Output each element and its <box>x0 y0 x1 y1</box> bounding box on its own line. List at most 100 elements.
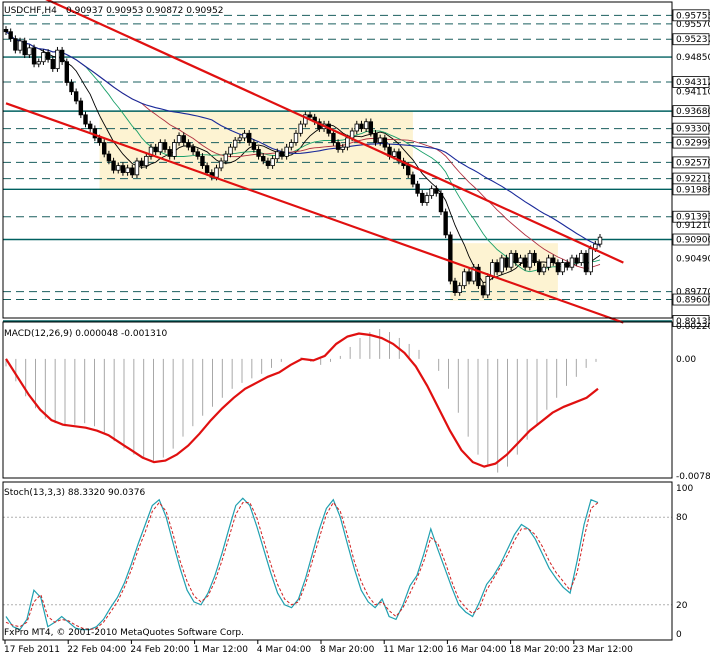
candle-body-49 <box>232 139 238 148</box>
price-tick-14: 0.90900 <box>676 236 710 246</box>
candle-body-91 <box>429 188 434 197</box>
candle-body-65 <box>307 114 313 118</box>
candle-body-51 <box>242 132 247 139</box>
candle-body-99 <box>466 271 472 282</box>
price-panel-frame <box>2 1 673 319</box>
candle-body-35 <box>167 149 172 157</box>
price-label-box-18 <box>672 315 710 327</box>
candle-body-96 <box>452 280 458 294</box>
price-label-box-8 <box>672 136 710 149</box>
stoch-tick-0: 100 <box>676 484 693 494</box>
candle-body-8 <box>41 52 46 63</box>
price-tick-5: 0.94110 <box>676 87 710 97</box>
macd-tick-0: 0.002207 <box>676 322 710 332</box>
candle-body-87 <box>410 174 416 185</box>
ma-green <box>5 31 601 273</box>
candle-body-112 <box>527 252 533 268</box>
candle-body-90 <box>424 195 430 203</box>
candle-body-81 <box>382 137 388 148</box>
candle-body-75 <box>354 123 359 132</box>
ma-red <box>5 31 601 270</box>
time-tick-9: 23 Mar 12:00 <box>573 645 633 655</box>
candle-body-33 <box>158 142 163 153</box>
candle-body-10 <box>50 59 55 70</box>
candle-body-109 <box>513 252 519 263</box>
candle-body-93 <box>438 192 444 213</box>
candle-body-38 <box>181 135 186 143</box>
macd-panel <box>5 328 599 473</box>
candle-body-117 <box>551 257 556 263</box>
candle-body-121 <box>569 257 575 268</box>
candle-body-97 <box>457 285 462 294</box>
candle-body-110 <box>518 257 523 263</box>
candle-body-18 <box>87 123 93 130</box>
candle-body-42 <box>200 155 205 167</box>
candle-body-74 <box>349 130 355 139</box>
candle-body-50 <box>237 137 243 141</box>
candle-body-76 <box>359 123 364 130</box>
price-tick-13: 0.91210 <box>676 221 710 231</box>
candle-body-11 <box>55 49 60 70</box>
candle-body-12 <box>59 49 65 63</box>
price-label-box-0 <box>672 9 710 22</box>
time-tick-6: 11 Mar 12:00 <box>383 645 443 655</box>
candle-body-71 <box>335 142 341 150</box>
candle-body-26 <box>125 167 130 173</box>
price-label-box-9 <box>672 156 710 169</box>
stoch-panel-frame <box>2 481 673 641</box>
candle-body-120 <box>565 262 570 268</box>
stoch-tick-3: 0 <box>676 630 682 640</box>
candle-body-2 <box>13 38 18 51</box>
price-tick-16: 0.89770 <box>676 288 710 298</box>
candle-body-48 <box>228 146 233 155</box>
candle-body-101 <box>476 266 481 287</box>
time-tick-4: 4 Mar 04:00 <box>257 645 312 655</box>
candle-body-14 <box>69 82 74 93</box>
price-label-box-6 <box>672 105 710 118</box>
candle-body-21 <box>102 142 107 155</box>
candle-body-56 <box>265 160 271 167</box>
candle-body-43 <box>204 165 210 173</box>
candle-body-98 <box>462 271 467 287</box>
candle-body-60 <box>284 146 289 157</box>
candle-body-17 <box>83 114 88 125</box>
stoch-main-line <box>5 497 599 631</box>
price-tick-1: 0.95570 <box>676 20 710 30</box>
candle-body-59 <box>279 151 285 157</box>
candle-body-94 <box>443 211 448 236</box>
candle-body-70 <box>331 132 336 143</box>
price-tick-10: 0.92219 <box>676 175 710 185</box>
macd-panel-frame <box>2 321 673 479</box>
candle-body-92 <box>434 188 439 194</box>
channel-line-1 <box>5 102 624 324</box>
candle-body-22 <box>106 153 112 162</box>
candle-body-107 <box>504 257 509 268</box>
candle-body-123 <box>579 252 584 263</box>
candle-body-122 <box>574 257 579 263</box>
macd-tick-1: 0.00 <box>676 355 696 365</box>
candle-body-28 <box>134 160 140 176</box>
candle-body-100 <box>471 266 476 282</box>
candle-body-0 <box>3 28 9 33</box>
candle-body-16 <box>78 100 84 116</box>
candle-body-9 <box>45 52 51 60</box>
price-tick-4: 0.94312 <box>676 78 710 88</box>
candle-body-119 <box>560 262 565 273</box>
price-tick-11: 0.91986 <box>676 185 710 195</box>
candle-body-104 <box>490 262 495 277</box>
candle-body-45 <box>214 167 219 178</box>
candle-body-61 <box>289 142 294 148</box>
price-tick-12: 0.91393 <box>676 213 710 223</box>
candle-body-72 <box>340 146 345 150</box>
macd-label: MACD(12,26,9) 0.000048 -0.001310 <box>4 329 167 339</box>
price-label-box-7 <box>672 122 710 135</box>
price-tick-15: 0.90490 <box>676 254 710 264</box>
candle-body-34 <box>162 142 168 150</box>
candle-body-54 <box>256 149 261 157</box>
candle-body-79 <box>373 132 378 143</box>
time-tick-0: 17 Feb 2011 <box>4 645 60 655</box>
stoch-label: Stoch(13,3,3) 88.3320 90.0376 <box>4 488 145 498</box>
candle-body-15 <box>73 91 79 102</box>
